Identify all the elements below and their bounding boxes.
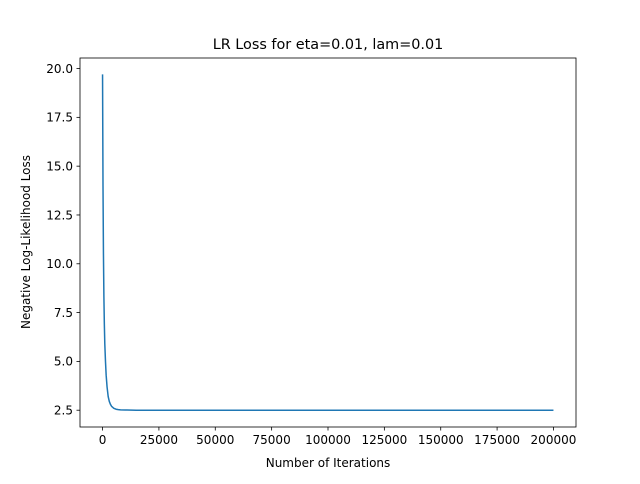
x-tick-label: 0 (99, 433, 107, 447)
x-tick-label: 50000 (196, 433, 234, 447)
x-tick-label: 75000 (253, 433, 291, 447)
x-tick-label: 125000 (361, 433, 407, 447)
x-tick-label: 200000 (531, 433, 577, 447)
loss-series-line-0 (101, 74, 554, 411)
x-axis-label: Number of Iterations (266, 456, 391, 470)
x-axis: 0 25000 50000 75000 100000 125000 150000 175000… (99, 427, 577, 447)
x-tick-label: 100000 (305, 433, 351, 447)
x-tick-label: 175000 (474, 433, 520, 447)
y-axis: 2.5 5.0 7.5 10.0 12.5 15.0 17.5 20.0 (46, 62, 80, 418)
x-tick-label: 25000 (140, 433, 178, 447)
y-tick-label: 15.0 (46, 159, 73, 173)
y-axis-label: Negative Log-Likelihood Loss (19, 155, 33, 329)
chart-title: LR Loss for eta=0.01, lam=0.01 (213, 37, 444, 53)
y-tick-label: 2.5 (54, 404, 73, 418)
y-tick-label: 5.0 (54, 355, 73, 369)
y-tick-label: 17.5 (46, 111, 73, 125)
y-tick-label: 20.0 (46, 62, 73, 76)
y-tick-label: 7.5 (54, 306, 73, 320)
y-tick-label: 12.5 (46, 208, 73, 222)
y-tick-label: 10.0 (46, 257, 73, 271)
x-tick-label: 150000 (418, 433, 464, 447)
